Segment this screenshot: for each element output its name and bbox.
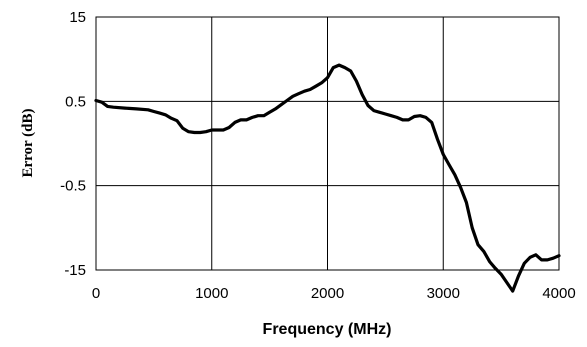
- x-tick-label: 4000: [542, 285, 575, 302]
- x-tick-label: 2000: [311, 285, 344, 302]
- x-tick-label: 1000: [195, 285, 228, 302]
- x-tick-label: 0: [92, 285, 100, 302]
- x-tick-label: 3000: [427, 285, 460, 302]
- y-tick-label: 15: [69, 9, 86, 26]
- y-tick-label: 0.5: [65, 93, 86, 110]
- y-tick-label: -0.5: [60, 178, 86, 195]
- y-tick-labels: 15 0.5 -0.5 -15: [60, 9, 86, 279]
- plot-frame: [95, 16, 560, 271]
- gridlines: [96, 17, 559, 270]
- x-tick-labels: 0 1000 2000 3000 4000: [92, 285, 576, 302]
- x-axis-label: Frequency (MHz): [263, 321, 392, 338]
- y-axis-label: Error (dB): [20, 108, 36, 177]
- series-line-error: [94, 63, 561, 293]
- y-tick-label: -15: [64, 262, 86, 279]
